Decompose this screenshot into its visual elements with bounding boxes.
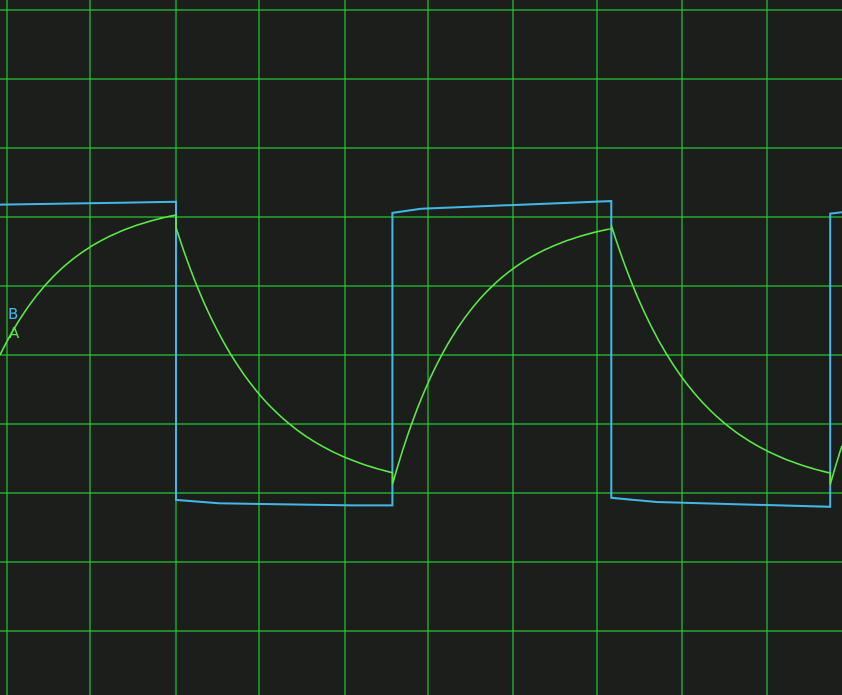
channel-b-label: B — [8, 305, 18, 323]
channel-labels: B A — [8, 305, 20, 342]
trace-channel-a — [0, 214, 842, 485]
channel-a-label: A — [9, 324, 20, 342]
trace-channel-b — [0, 200, 842, 508]
traces — [0, 200, 842, 508]
